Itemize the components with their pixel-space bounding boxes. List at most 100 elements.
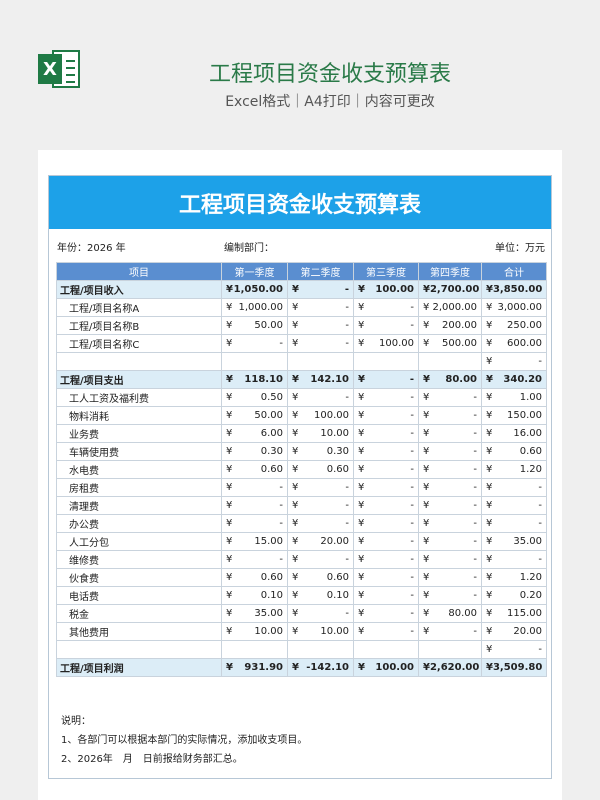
amount: ¥600.00	[486, 338, 542, 349]
row-label: 工程/项目名称C	[56, 334, 222, 353]
amount-value: 16.00	[513, 428, 542, 439]
currency-symbol: ¥	[226, 428, 233, 439]
row-label	[56, 640, 222, 659]
currency-symbol: ¥	[358, 536, 365, 547]
info-unit: 单位：万元	[495, 243, 545, 254]
amount: ¥ -	[423, 518, 477, 529]
amount: ¥ -	[423, 554, 477, 565]
amount: ¥ -	[292, 338, 349, 349]
amount-value: 0.30	[326, 446, 349, 457]
note: 1、各部门可以根据本部门的实际情况，添加收支项目。	[61, 735, 308, 746]
amount-cell: ¥ -	[287, 550, 354, 569]
amount: ¥ -	[423, 392, 477, 403]
info-year: 年份：2026 年	[57, 243, 126, 254]
table-row: ¥ -	[56, 640, 547, 659]
row-label: 工程/项目收入	[56, 280, 222, 299]
amount-value: 340.20	[503, 374, 542, 385]
amount-value: -	[410, 464, 414, 475]
amount-value: -	[410, 608, 414, 619]
header-row: 项目 第一季度 第二季度 第三季度 第四季度 合计	[56, 262, 547, 281]
amount-value: -	[344, 284, 349, 295]
table-row: ¥ -	[56, 352, 547, 371]
amount: ¥100.00	[358, 662, 414, 673]
amount-cell: ¥ -	[221, 496, 288, 515]
currency-symbol: ¥	[292, 428, 299, 439]
table-row: 税金 ¥35.00 ¥ - ¥ - ¥80.00 ¥115.00	[56, 604, 547, 623]
amount-cell: ¥ -	[221, 514, 288, 533]
amount-cell: ¥15.00	[221, 532, 288, 551]
amount-value: 200.00	[442, 320, 477, 331]
amount-value: -	[345, 392, 349, 403]
note: 说明：	[61, 716, 91, 727]
amount-value: 600.00	[507, 338, 542, 349]
amount-value: 0.50	[260, 392, 283, 403]
amount: ¥ -	[423, 446, 477, 457]
currency-symbol: ¥	[423, 500, 430, 511]
currency-symbol: ¥	[423, 626, 430, 637]
amount-value: -	[410, 302, 414, 313]
currency-symbol: ¥	[226, 500, 233, 511]
amount: ¥ -	[292, 500, 349, 511]
currency-symbol: ¥	[486, 662, 493, 673]
amount-value: -	[410, 410, 414, 421]
amount-cell: ¥1,000.00	[221, 298, 288, 317]
row-label: 其他费用	[56, 622, 222, 641]
amount-value: -	[409, 374, 414, 385]
page-title: 工程项目资金收支预算表	[208, 62, 451, 87]
amount-cell: ¥ -	[353, 298, 419, 317]
amount-cell: ¥600.00	[481, 334, 547, 353]
currency-symbol: ¥	[423, 320, 430, 331]
amount: ¥ -	[423, 464, 477, 475]
currency-symbol: ¥	[358, 554, 365, 565]
currency-symbol: ¥	[292, 608, 299, 619]
currency-symbol: ¥	[226, 446, 233, 457]
amount: ¥ -	[423, 590, 477, 601]
currency-symbol: ¥	[226, 518, 233, 529]
row-label: 税金	[56, 604, 222, 623]
table-row: 车辆使用费 ¥0.30 ¥0.30 ¥ - ¥ - ¥0.60	[56, 442, 547, 461]
currency-symbol: ¥	[486, 356, 493, 367]
amount: ¥2,620.00	[423, 662, 479, 673]
amount-value: -	[410, 572, 414, 583]
currency-symbol: ¥	[292, 626, 299, 637]
amount: ¥10.00	[226, 626, 283, 637]
amount-value: 0.10	[326, 590, 349, 601]
currency-symbol: ¥	[226, 284, 233, 295]
currency-symbol: ¥	[486, 284, 493, 295]
amount: ¥1.20	[486, 572, 542, 583]
currency-symbol: ¥	[423, 554, 430, 565]
amount-cell	[287, 640, 354, 659]
amount: ¥ -	[358, 626, 414, 637]
column-header: 第三季度	[353, 262, 419, 281]
amount: ¥16.00	[486, 428, 542, 439]
amount-value: 3,000.00	[497, 302, 542, 313]
row-label: 工程/项目名称B	[56, 316, 222, 335]
amount: ¥20.00	[292, 536, 349, 547]
currency-symbol: ¥	[423, 392, 430, 403]
amount-value: -	[473, 392, 477, 403]
amount-cell: ¥ -	[287, 316, 354, 335]
amount: ¥10.00	[292, 428, 349, 439]
currency-symbol: ¥	[358, 518, 365, 529]
amount-value: 150.00	[507, 410, 542, 421]
icon-badge: X	[38, 54, 62, 84]
amount-value: 1.20	[519, 572, 542, 583]
currency-symbol: ¥	[358, 572, 365, 583]
amount: ¥0.60	[226, 572, 283, 583]
column-header: 第一季度	[221, 262, 288, 281]
amount-cell: ¥10.00	[287, 622, 354, 641]
amount-value: -	[345, 482, 349, 493]
amount-cell: ¥ -	[481, 550, 547, 569]
currency-symbol: ¥	[423, 608, 430, 619]
amount: ¥1.20	[486, 464, 542, 475]
amount: ¥35.00	[226, 608, 283, 619]
amount: ¥250.00	[486, 320, 542, 331]
currency-symbol: ¥	[358, 446, 365, 457]
table-row: 工程/项目收入 ¥1,050.00 ¥ - ¥100.00 ¥2,700.00 ¥3,850…	[56, 280, 547, 299]
currency-symbol: ¥	[292, 320, 299, 331]
amount-value: 2,700.00	[429, 284, 480, 295]
currency-symbol: ¥	[486, 626, 493, 637]
amount-value: -	[345, 302, 349, 313]
amount-cell: ¥118.10	[221, 370, 288, 389]
amount-value: 3,509.80	[492, 662, 543, 673]
